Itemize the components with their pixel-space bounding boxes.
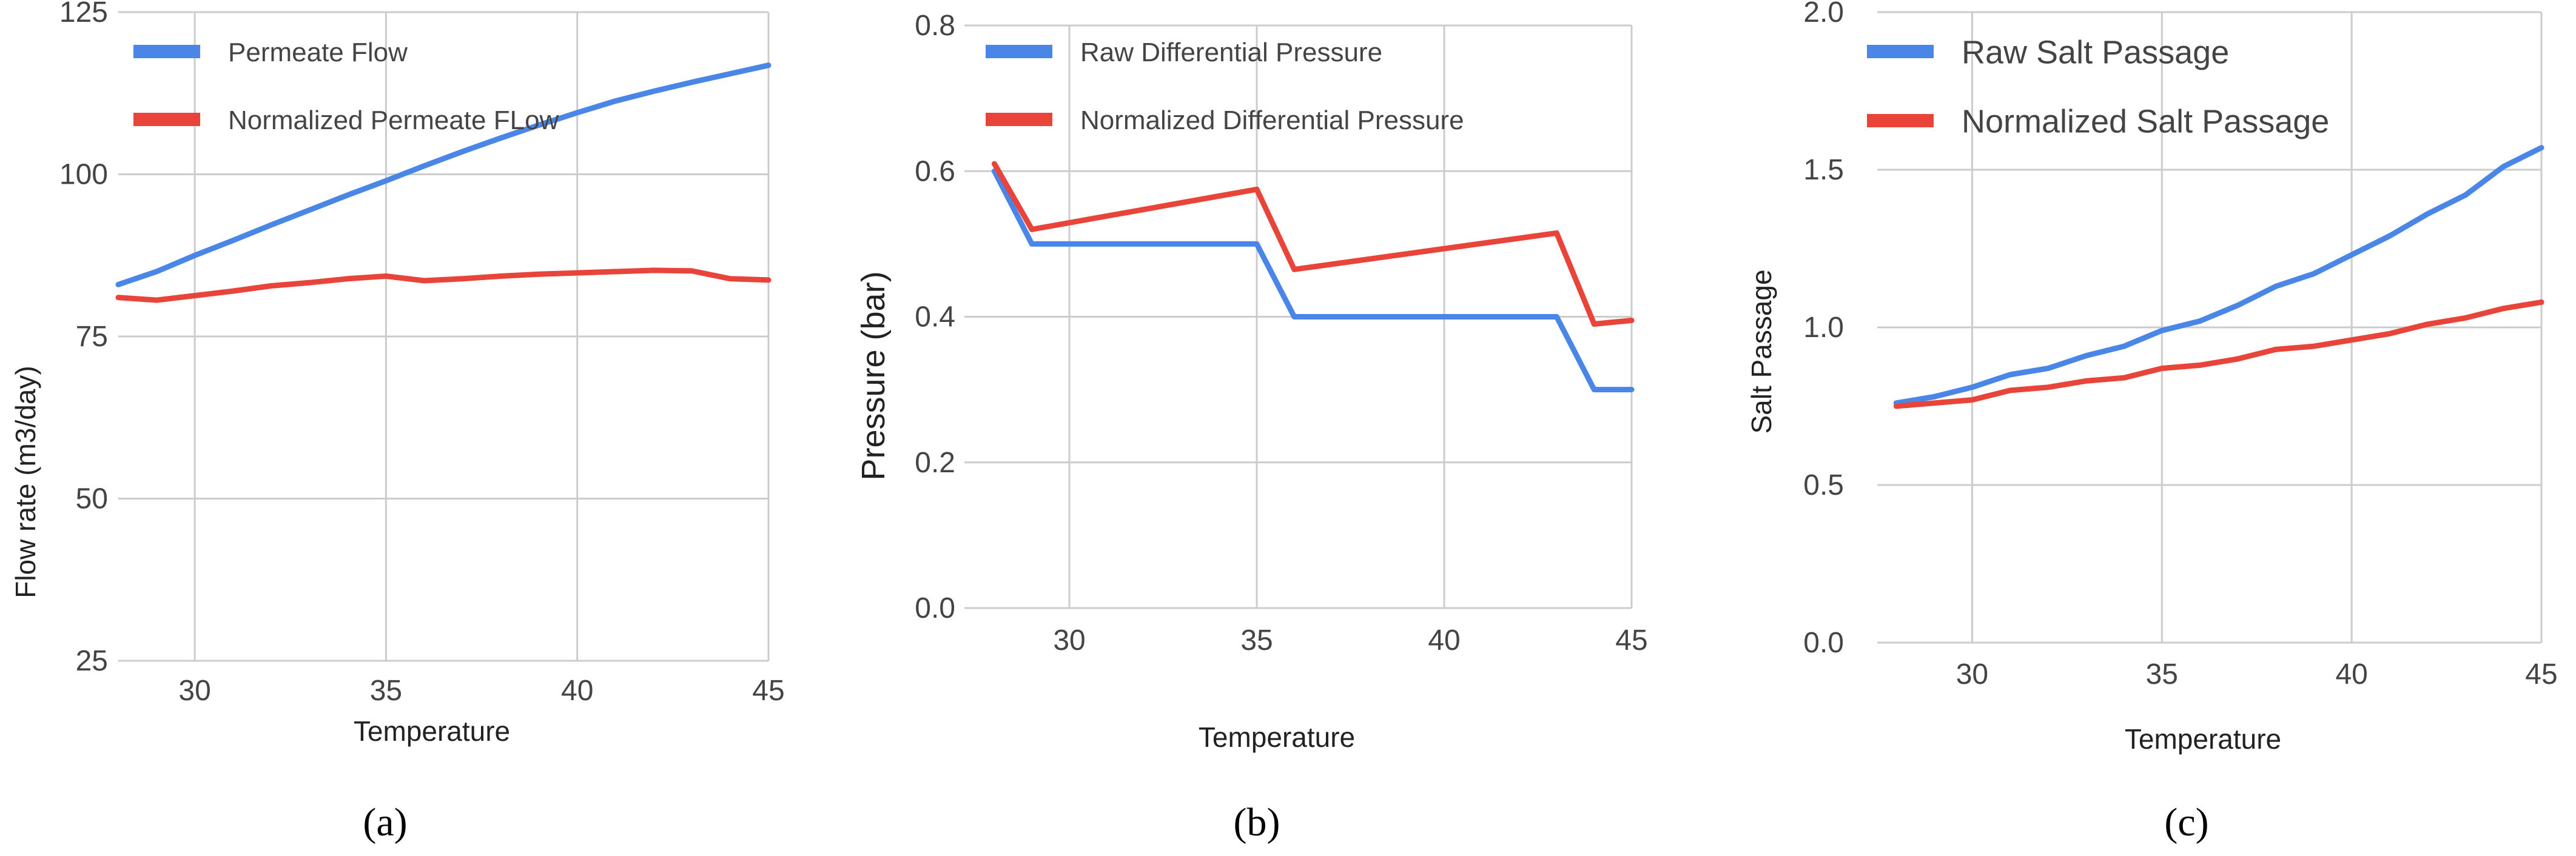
chart-c-panel-label: (c) <box>2164 800 2208 844</box>
y-tick-label: 50 <box>76 483 108 515</box>
chart-a-y-ticks: 25 50 75 100 125 <box>59 0 108 677</box>
series-line-1 <box>991 168 1635 393</box>
x-tick-label: 35 <box>2146 658 2178 690</box>
chart-a: 25 50 75 100 125 30 35 40 45 Permeate Flow Norma… <box>10 0 785 844</box>
x-tick-label: 40 <box>561 675 593 707</box>
chart-a-legend: Permeate Flow Normalized Permeate FLow <box>133 38 559 135</box>
chart-a-x-axis-title: Temperature <box>354 715 510 747</box>
chart-c-x-axis-title: Temperature <box>2125 723 2281 755</box>
x-tick-label: 30 <box>1956 658 1988 690</box>
chart-a-panel-label: (a) <box>363 800 407 844</box>
chart-b-legend: Raw Differential Pressure Normalized Diff… <box>986 38 1464 135</box>
chart-b-y-ticks: 0.0 0.2 0.4 0.6 0.8 <box>915 10 955 624</box>
chart-b-panel-label: (b) <box>1234 800 1280 844</box>
chart-c-legend: Raw Salt Passage Normalized Salt Passage <box>1867 34 2329 139</box>
x-tick-label: 40 <box>2335 658 2367 690</box>
chart-c-grid <box>1877 11 2543 644</box>
chart-c-y-ticks: 0.0 0.5 1.0 1.5 2.0 <box>1803 0 1844 659</box>
series-line-2 <box>115 267 772 303</box>
chart-b-x-axis-title: Temperature <box>1199 721 1355 753</box>
chart-a-series <box>115 62 772 303</box>
legend-label: Normalized Salt Passage <box>1962 103 2329 139</box>
y-tick-label: 100 <box>59 159 108 191</box>
y-tick-label: 1.0 <box>1803 312 1844 344</box>
legend-label: Permeate Flow <box>228 38 408 67</box>
legend-label: Raw Differential Pressure <box>1080 38 1382 67</box>
chart-c-y-axis-title: Salt Passage <box>1746 269 1777 433</box>
y-tick-label: 0.4 <box>915 301 955 333</box>
chart-c: 0.0 0.5 1.0 1.5 2.0 30 35 40 45 Raw Salt Passag… <box>1746 0 2558 844</box>
chart-b-series <box>991 161 1635 393</box>
x-tick-label: 35 <box>370 675 402 707</box>
x-tick-label: 40 <box>1428 624 1460 657</box>
series-line-1 <box>115 62 772 287</box>
series-line-2 <box>1893 299 2544 409</box>
legend-label: Raw Salt Passage <box>1962 34 2229 70</box>
x-tick-label: 45 <box>752 675 784 707</box>
chart-a-x-ticks: 30 35 40 45 <box>178 675 784 707</box>
y-tick-label: 0.2 <box>915 447 955 479</box>
series-line-2 <box>991 161 1635 327</box>
x-tick-label: 35 <box>1240 624 1273 657</box>
series-line-1 <box>1893 145 2544 406</box>
y-tick-label: 1.5 <box>1803 154 1844 186</box>
y-tick-label: 25 <box>76 645 108 677</box>
chart-b-y-axis-title: Pressure (bar) <box>855 271 892 480</box>
y-tick-label: 0.0 <box>915 592 955 624</box>
y-tick-label: 0.6 <box>915 155 955 187</box>
y-tick-label: 0.5 <box>1803 469 1844 501</box>
y-tick-label: 2.0 <box>1803 0 1844 28</box>
y-tick-label: 0.0 <box>1803 627 1844 659</box>
chart-a-y-axis-title: Flow rate (m3/day) <box>10 366 41 598</box>
y-tick-label: 75 <box>76 321 108 353</box>
x-tick-label: 45 <box>2525 658 2557 690</box>
y-tick-label: 125 <box>59 0 108 28</box>
x-tick-label: 45 <box>1615 624 1647 657</box>
chart-b-grid <box>964 24 1633 609</box>
chart-c-x-ticks: 30 35 40 45 <box>1956 658 2558 690</box>
chart-c-series <box>1893 145 2544 409</box>
y-tick-label: 0.8 <box>915 10 955 42</box>
x-tick-label: 30 <box>178 675 210 707</box>
x-tick-label: 30 <box>1053 624 1085 657</box>
chart-b-x-ticks: 30 35 40 45 <box>1053 624 1647 657</box>
chart-b: 0.0 0.2 0.4 0.6 0.8 30 35 40 45 Raw Differentia… <box>855 10 1648 844</box>
legend-label: Normalized Permeate FLow <box>228 105 559 135</box>
legend-label: Normalized Differential Pressure <box>1080 105 1464 135</box>
